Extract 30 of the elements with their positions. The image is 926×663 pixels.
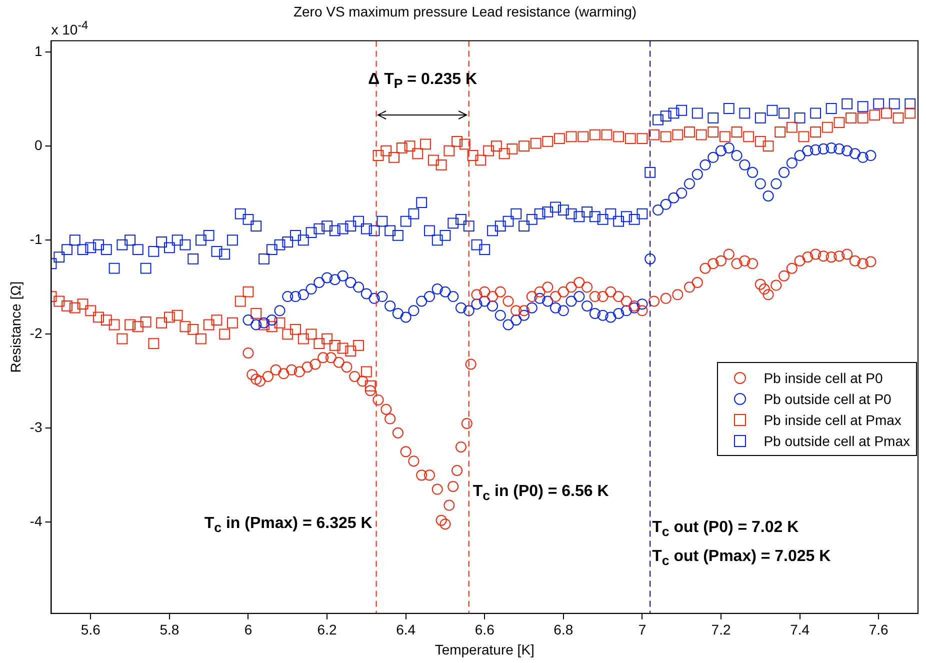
annotation: T$_{c}$ out (Pmax) = 7.025 K <box>652 548 831 568</box>
chart-title: Zero VS maximum pressure Lead resistance (warming) <box>293 3 637 20</box>
legend-label: Pb outside cell at P0 <box>764 390 892 407</box>
y-tick-label: -4 <box>30 513 42 530</box>
x-tick-label: 7 <box>638 622 646 638</box>
x-tick-label: 7.4 <box>790 622 810 638</box>
x-tick-label: 5.6 <box>80 622 101 638</box>
x-tick-label: 6.6 <box>474 622 495 638</box>
x-tick-label: 7.6 <box>868 622 889 638</box>
y-tick-label: -1 <box>30 230 42 247</box>
text: x 10$^{-4}$ <box>51 18 88 38</box>
x-tick-label: 6.4 <box>396 622 416 638</box>
x-tick-label: 5.8 <box>160 622 180 638</box>
x-tick-label: 6 <box>244 622 252 638</box>
y-tick-label: 0 <box>34 136 42 153</box>
y-tick-label: 1 <box>34 42 42 59</box>
legend-label: Pb inside cell at Pmax <box>764 412 902 428</box>
x-tick-label: 6.2 <box>317 622 337 638</box>
annotation: T$_{c}$ in (P0) = 6.56 K <box>472 483 609 504</box>
x-tick-label: 7.2 <box>711 622 731 638</box>
y-tick-label: -3 <box>30 419 42 436</box>
legend-label: Pb outside cell at Pmax <box>764 432 910 449</box>
x-tick-label: 6.8 <box>554 622 574 638</box>
legend-label: Pb inside cell at P0 <box>764 370 883 386</box>
y-axis-title: Resistance [Ω] <box>7 281 24 373</box>
annotation: T$_{c}$ in (Pmax) = 6.325 K <box>204 514 372 535</box>
x-axis-title: Temperature [K] <box>434 641 534 658</box>
annotation: Δ T$_{P}$ = 0.235 K <box>368 70 478 91</box>
y-tick-label: -2 <box>30 325 42 342</box>
annotation: T$_{c}$ out (P0) = 7.02 K <box>652 519 799 540</box>
